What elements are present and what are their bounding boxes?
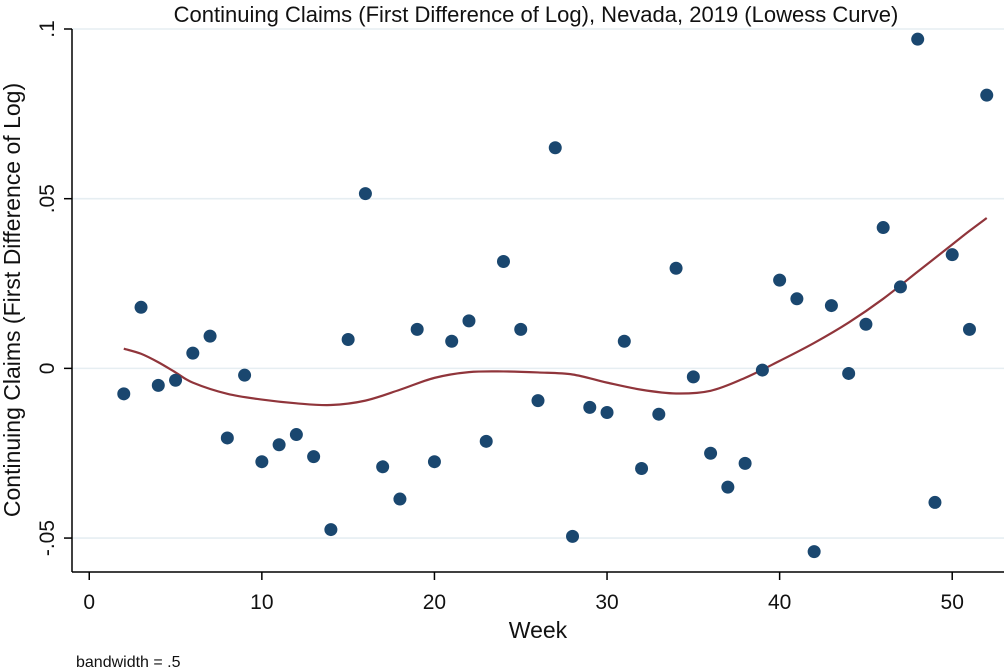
data-point: [738, 456, 752, 470]
data-point: [324, 523, 338, 537]
data-point: [755, 363, 769, 377]
lowess-curve: [123, 217, 988, 407]
data-point: [980, 88, 994, 102]
x-axis-label: Week: [509, 617, 568, 643]
data-point: [652, 407, 666, 421]
data-point: [824, 299, 838, 313]
data-point: [773, 273, 787, 287]
data-point: [893, 280, 907, 294]
bandwidth-note: bandwidth = .5: [76, 654, 181, 671]
data-point: [600, 405, 614, 419]
grid-lines: [72, 28, 1004, 539]
data-point: [151, 378, 165, 392]
data-point: [427, 455, 441, 469]
data-point: [928, 495, 942, 509]
data-points: [117, 32, 994, 559]
x-tick-label: 10: [250, 591, 273, 614]
data-point: [859, 317, 873, 331]
data-point: [669, 261, 683, 275]
data-point: [496, 254, 510, 268]
data-point: [842, 366, 856, 380]
x-tick-label: 0: [83, 591, 95, 614]
data-point: [358, 187, 372, 201]
x-tick-label: 40: [768, 591, 791, 614]
data-point: [255, 455, 269, 469]
data-point: [876, 221, 890, 235]
data-point: [807, 545, 821, 559]
y-axis-ticks: -.05 0 .05 .1: [36, 20, 72, 556]
data-point: [790, 292, 804, 306]
chart-title: Continuing Claims (First Difference of L…: [174, 2, 899, 27]
data-point: [169, 373, 183, 387]
data-point: [686, 370, 700, 384]
x-tick-label: 20: [423, 591, 446, 614]
data-point: [376, 460, 390, 474]
data-point: [445, 334, 459, 348]
x-tick-label: 30: [595, 591, 618, 614]
data-point: [272, 438, 286, 452]
data-point: [462, 314, 476, 328]
data-point: [393, 492, 407, 506]
data-point: [117, 387, 131, 401]
y-tick-label: .05: [36, 184, 59, 213]
data-point: [566, 529, 580, 543]
data-point: [635, 461, 649, 475]
y-tick-label: -.05: [36, 520, 59, 556]
data-point: [203, 329, 217, 343]
data-point: [945, 248, 959, 262]
data-point: [531, 394, 545, 408]
data-point: [617, 334, 631, 348]
data-point: [704, 446, 718, 460]
data-point: [341, 333, 355, 347]
data-point: [548, 141, 562, 155]
data-point: [307, 450, 321, 464]
data-point: [134, 300, 148, 314]
data-point: [220, 431, 234, 445]
y-tick-label: 0: [36, 363, 59, 375]
data-point: [479, 434, 493, 448]
data-point: [410, 322, 424, 336]
data-point: [583, 400, 597, 414]
data-point: [514, 322, 528, 336]
data-point: [289, 428, 303, 442]
data-point: [238, 368, 252, 382]
x-tick-label: 50: [941, 591, 964, 614]
x-axis-ticks: 0 10 20 30 40 50: [83, 572, 964, 614]
data-point: [186, 346, 200, 360]
data-point: [721, 480, 735, 494]
y-tick-label: .1: [36, 20, 59, 38]
data-point: [962, 322, 976, 336]
data-point: [911, 32, 925, 46]
y-axis-label: Continuing Claims (First Difference of L…: [0, 83, 25, 517]
